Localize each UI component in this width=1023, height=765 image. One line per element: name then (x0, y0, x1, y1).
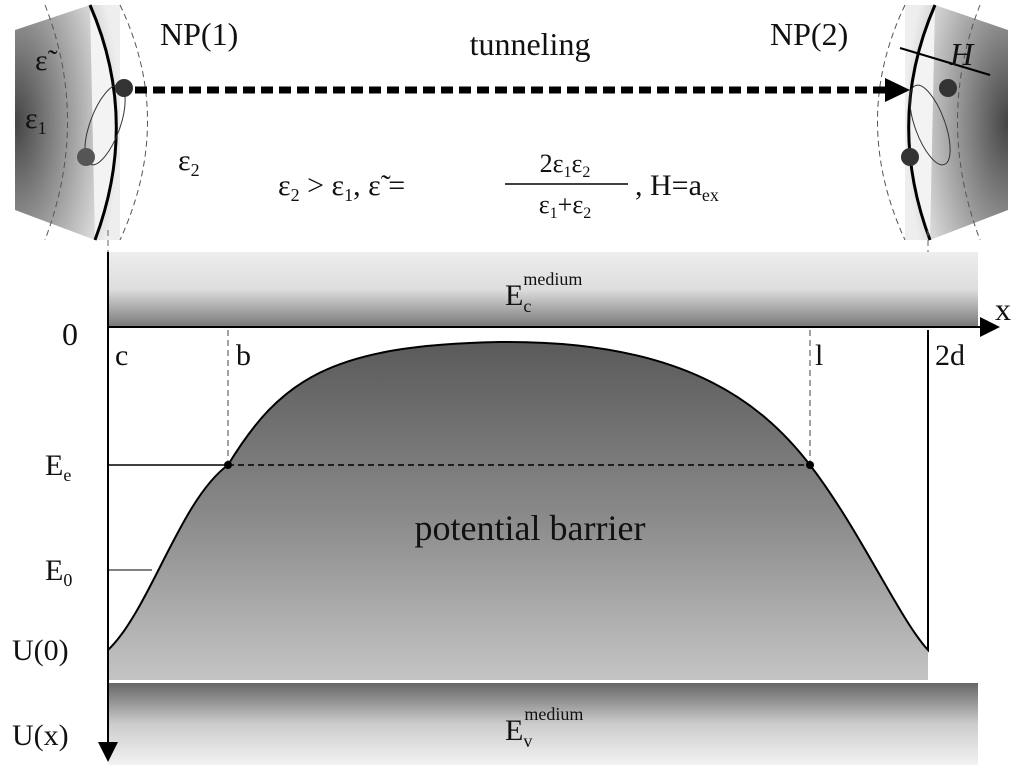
f: , (353, 169, 368, 202)
ev-sup: medium (524, 704, 583, 724)
f: 2 (583, 205, 591, 222)
ec-sub: c (523, 296, 531, 316)
point-2d: 2d (935, 339, 965, 372)
point-b: b (236, 339, 251, 372)
valence-band (108, 683, 978, 765)
f: 1 (564, 164, 572, 181)
ev-sub: v (523, 731, 532, 751)
ee-base: E (45, 449, 63, 482)
u0-label: U(0) (12, 634, 69, 667)
eps2-base: ε (178, 144, 191, 177)
origin-label: 0 (62, 316, 78, 352)
eps1-base: ε (25, 102, 38, 135)
np1-label: NP(1) (160, 16, 238, 52)
svg-text:, H=aex: , H=aex (635, 169, 719, 205)
ee-label: Ee (45, 449, 71, 485)
f: 1 (344, 185, 353, 205)
f: 2ε (540, 149, 564, 178)
conduction-band (108, 252, 978, 327)
point-l: l (815, 339, 823, 372)
point-c: c (115, 339, 128, 372)
f: 2 (582, 164, 590, 181)
svg-text:2ε1ε2: 2ε1ε2 (540, 149, 591, 181)
eps1-sub: 1 (38, 118, 47, 138)
diagram: NP(1) NP(2) tunneling H ε̃ ε1 ε2 ε2 > ε1… (0, 0, 1023, 765)
f: ex (702, 185, 719, 205)
eps2: ε2 (178, 144, 200, 180)
ec-base: E (505, 279, 523, 312)
e0-label: E0 (45, 554, 72, 590)
formula: ε2 > ε1, ε̃ = 2ε1ε2 ε1+ε2 , H=aex (278, 149, 719, 222)
f: , H=a (635, 169, 702, 202)
svg-text:ε2 > ε1, ε̃ =: ε2 > ε1, ε̃ = (278, 169, 413, 205)
ec-sup: medium (523, 269, 582, 289)
f: 2 (291, 185, 300, 205)
h-label: H (949, 36, 975, 72)
np2 (878, 5, 1009, 240)
barrier-label: potential barrier (415, 508, 646, 548)
eps2-sub: 2 (191, 160, 200, 180)
f: = (381, 169, 413, 202)
np2-label: NP(2) (770, 16, 848, 52)
f: ε (539, 190, 550, 219)
f: > (300, 169, 332, 202)
y-axis-label: U(x) (12, 719, 69, 752)
f: +ε (558, 190, 584, 219)
ee-sub: e (63, 465, 71, 485)
f: ε (278, 169, 291, 202)
x-axis-label: x (995, 291, 1011, 327)
f: ε (572, 149, 583, 178)
e0-sub: 0 (63, 570, 72, 590)
tunneling-label: tunneling (470, 26, 591, 62)
e0-base: E (45, 554, 63, 587)
f: ε (332, 169, 345, 202)
ev-base: E (505, 714, 523, 747)
svg-text:ε1+ε2: ε1+ε2 (539, 190, 592, 222)
f: 1 (550, 205, 558, 222)
